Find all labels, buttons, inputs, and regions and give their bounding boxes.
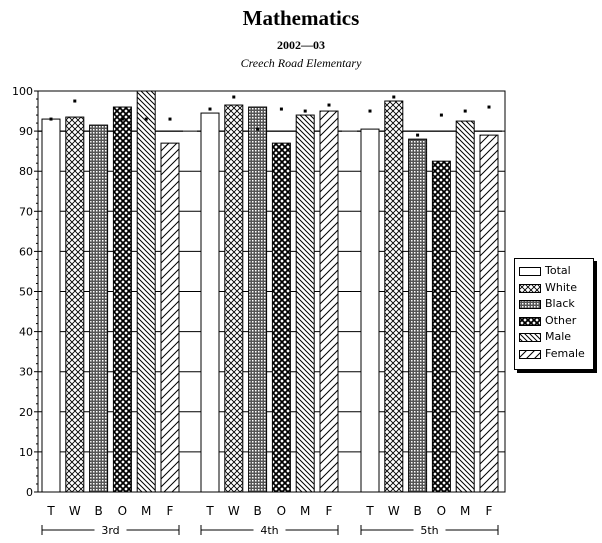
legend-label: Black xyxy=(545,297,575,310)
bar-4th-T xyxy=(200,112,220,493)
x-tick-label-5th-O: O xyxy=(437,504,446,518)
x-tick-label-5th-F: F xyxy=(486,504,493,518)
marker-4th-B xyxy=(256,127,260,131)
x-tick-label-4th-B: B xyxy=(253,504,261,518)
group-label-5th: 5th xyxy=(420,524,438,537)
chart-title: Mathematics xyxy=(242,6,360,30)
bar-3rd-M xyxy=(136,90,156,493)
marker-3rd-F xyxy=(168,117,172,121)
legend-swatch xyxy=(519,267,541,276)
x-tick-label-4th-M: M xyxy=(300,504,310,518)
marker-5th-F xyxy=(487,105,491,109)
y-tick-label-100: 100 xyxy=(12,85,33,98)
chart-subtitle: 2002—03 xyxy=(277,38,325,52)
bar-5th-W xyxy=(384,100,404,493)
bar-3rd-F xyxy=(160,142,180,493)
marker-3rd-O xyxy=(120,117,124,121)
legend-label: Female xyxy=(545,346,585,360)
bar-5th-O xyxy=(431,160,451,493)
bar-3rd-B xyxy=(89,124,109,493)
legend-label: Other xyxy=(545,313,577,327)
x-tick-label-5th-B: B xyxy=(413,504,421,518)
bar-4th-F xyxy=(319,110,339,493)
y-tick-label-60: 60 xyxy=(19,245,33,258)
bar-4th-W xyxy=(224,104,244,493)
y-tick-label-70: 70 xyxy=(19,205,33,218)
bar-5th-M xyxy=(455,120,475,493)
x-tick-label-5th-M: M xyxy=(460,504,470,518)
y-tick-label-40: 40 xyxy=(19,326,33,339)
legend-label: White xyxy=(545,280,577,294)
marker-5th-O xyxy=(439,113,443,117)
marker-4th-O xyxy=(279,107,283,111)
bar-5th-B xyxy=(408,138,428,493)
bar-3rd-T xyxy=(41,118,61,493)
x-tick-label-4th-W: W xyxy=(228,504,240,518)
legend: Total White Black Other Male Female xyxy=(514,258,594,370)
x-tick-label-4th-T: T xyxy=(205,504,214,518)
x-tick-label-3rd-B: B xyxy=(94,504,102,518)
legend-label: Male xyxy=(545,330,572,343)
legend-swatch xyxy=(519,316,541,326)
y-tick-label-10: 10 xyxy=(19,446,33,459)
marker-5th-T xyxy=(368,109,372,113)
marker-5th-M xyxy=(463,109,467,113)
marker-5th-B xyxy=(416,133,420,137)
bar-4th-B xyxy=(248,106,268,493)
x-tick-label-3rd-M: M xyxy=(141,504,151,518)
marker-4th-F xyxy=(327,103,331,107)
x-tick-label-3rd-W: W xyxy=(69,504,81,518)
y-tick-label-30: 30 xyxy=(19,366,33,379)
bar-3rd-O xyxy=(112,106,132,493)
marker-5th-W xyxy=(392,95,396,99)
y-tick-label-90: 90 xyxy=(19,125,33,138)
legend-swatch xyxy=(519,283,541,293)
y-tick-label-80: 80 xyxy=(19,165,33,178)
x-tick-label-3rd-F: F xyxy=(167,504,174,518)
y-tick-label-20: 20 xyxy=(19,406,33,419)
marker-4th-M xyxy=(303,109,307,113)
legend-swatch xyxy=(519,349,541,359)
bar-5th-T xyxy=(360,128,380,493)
y-tick-label-50: 50 xyxy=(19,286,33,299)
x-tick-label-3rd-T: T xyxy=(46,504,55,518)
y-tick-label-0: 0 xyxy=(26,486,33,499)
x-tick-label-5th-T: T xyxy=(365,504,374,518)
legend-label: Total xyxy=(545,264,571,277)
bar-4th-O xyxy=(271,142,291,493)
legend-swatch xyxy=(519,333,541,342)
marker-4th-T xyxy=(208,107,212,111)
group-label-4th: 4th xyxy=(260,524,278,537)
legend-swatch xyxy=(519,300,541,309)
marker-3rd-T xyxy=(49,117,53,121)
group-label-3rd: 3rd xyxy=(101,524,119,537)
school-name: Creech Road Elementary xyxy=(240,56,362,70)
x-tick-label-5th-W: W xyxy=(388,504,400,518)
bar-4th-M xyxy=(295,114,315,493)
marker-3rd-W xyxy=(73,99,77,103)
bar-5th-F xyxy=(479,134,499,493)
marker-3rd-M xyxy=(144,117,148,121)
x-tick-label-4th-O: O xyxy=(277,504,286,518)
marker-4th-W xyxy=(232,95,236,99)
x-tick-label-4th-F: F xyxy=(326,504,333,518)
bar-3rd-W xyxy=(65,116,85,493)
x-tick-label-3rd-O: O xyxy=(118,504,127,518)
